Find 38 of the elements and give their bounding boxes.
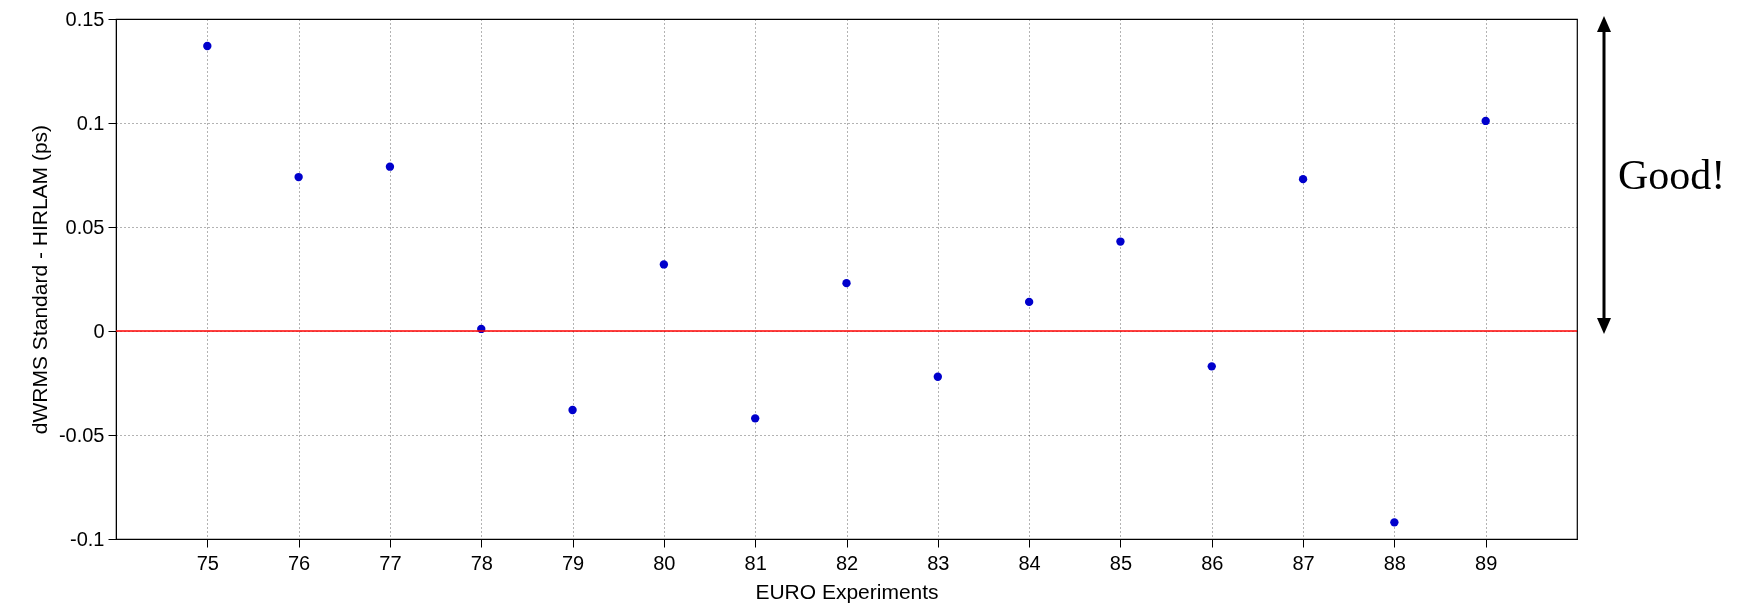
x-tick-label: 84 (1018, 551, 1041, 574)
x-tick-label: 82 (835, 551, 859, 574)
x-tick-label: 83 (927, 551, 950, 574)
x-tick-label: 75 (196, 551, 219, 574)
point (1481, 116, 1490, 126)
x-tick-label: 80 (653, 551, 676, 574)
point (751, 414, 760, 423)
x-tick-label: 79 (561, 551, 585, 574)
point (659, 260, 669, 269)
y-tick-label: 0.1 (76, 111, 105, 134)
x-tick-label: 78 (470, 551, 493, 574)
x-tick-label: 87 (1292, 551, 1315, 574)
y-tick-label: -0.1 (70, 527, 105, 550)
point (933, 372, 942, 381)
y-axis-title: dWRMS Standard - HIRLAM (ps) (27, 124, 51, 435)
point (1207, 362, 1216, 371)
y-tick-label: 0.15 (65, 7, 105, 30)
point (1390, 518, 1399, 527)
y-tick-label: -0.05 (58, 423, 105, 446)
point (1024, 297, 1034, 307)
point (842, 278, 851, 288)
x-tick-label: 77 (379, 551, 402, 574)
x-axis-title: EURO Experiments (755, 579, 939, 603)
y-tick-label: 0.05 (65, 215, 105, 238)
x-tick-label: 76 (288, 551, 311, 574)
point (1116, 237, 1125, 246)
x-tick-label: 89 (1475, 551, 1498, 574)
point (203, 41, 212, 51)
x-tick-label: 85 (1109, 551, 1133, 574)
y-tick-label: 0 (93, 319, 105, 342)
point (568, 405, 577, 415)
point (385, 162, 395, 171)
point (1298, 174, 1308, 184)
x-tick-label: 81 (744, 551, 767, 574)
point (294, 172, 303, 182)
x-tick-label: 88 (1383, 551, 1406, 574)
x-tick-label: 86 (1201, 551, 1224, 574)
text: Good! (1618, 151, 1726, 199)
